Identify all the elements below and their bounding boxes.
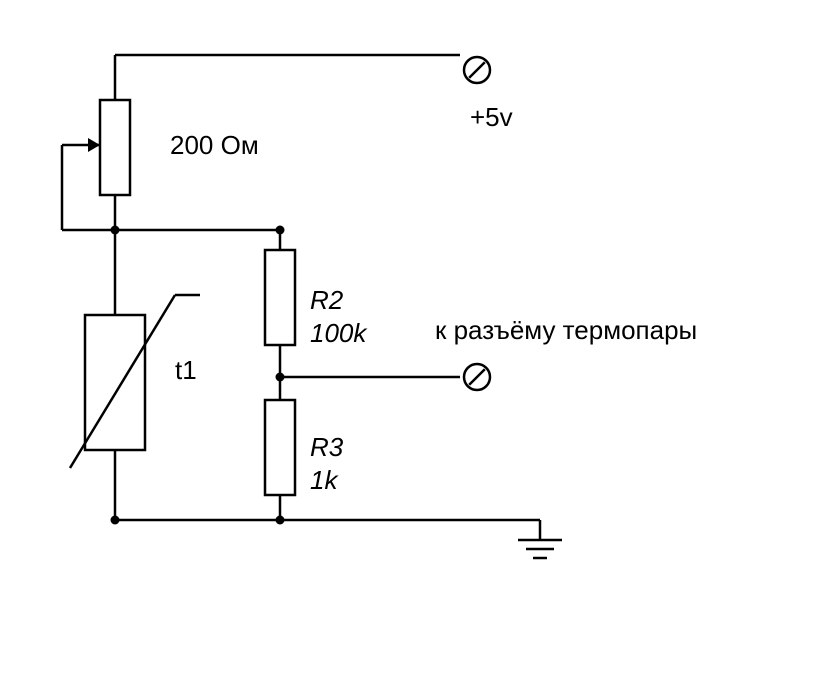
r2-value: 100k bbox=[310, 318, 366, 349]
pot-label: 200 Ом bbox=[170, 130, 259, 161]
r2-name: R2 bbox=[310, 285, 343, 316]
r3-value: 1k bbox=[310, 465, 337, 496]
r3-name: R3 bbox=[310, 432, 343, 463]
vcc-label: +5v bbox=[470, 102, 513, 133]
circuit-schematic bbox=[0, 0, 838, 688]
out-label: к разъёму термопары bbox=[435, 315, 697, 346]
thermistor-label: t1 bbox=[175, 355, 197, 386]
